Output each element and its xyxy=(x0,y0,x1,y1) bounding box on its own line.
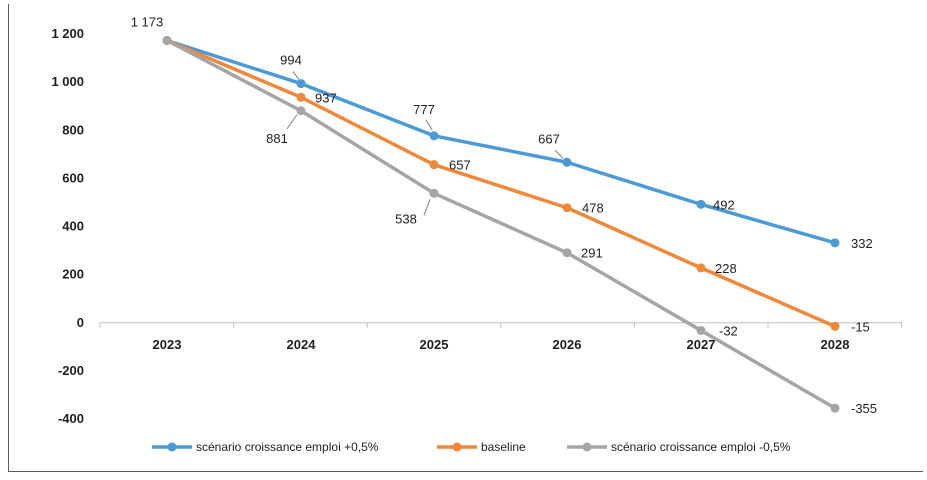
data-label: 1 173 xyxy=(131,14,164,29)
data-point xyxy=(296,79,306,89)
y-tick-label: 400 xyxy=(62,219,84,234)
leader-line xyxy=(423,199,431,216)
x-axis: 2023 2024 2025 2026 2027 2028 xyxy=(99,322,903,352)
data-point xyxy=(162,35,172,45)
x-tick-label: 2025 xyxy=(420,337,449,352)
data-point xyxy=(830,403,840,413)
data-label: 994 xyxy=(280,53,302,68)
legend-swatch-marker xyxy=(452,442,462,452)
legend-label: baseline xyxy=(481,440,526,454)
chart-frame xyxy=(8,4,923,472)
data-label: -355 xyxy=(851,401,877,416)
y-tick-label: 0 xyxy=(77,315,84,330)
y-tick-label: 800 xyxy=(62,122,84,137)
legend-swatch-marker xyxy=(167,442,177,452)
data-label: 332 xyxy=(851,236,873,251)
leader-line xyxy=(292,71,300,80)
x-tick-label: 2028 xyxy=(821,337,850,352)
data-label: 657 xyxy=(449,158,471,173)
data-point xyxy=(696,199,706,209)
series-line-3 xyxy=(166,38,836,410)
data-label: -15 xyxy=(851,319,870,334)
data-label: 937 xyxy=(315,90,337,105)
data-point xyxy=(562,157,572,167)
y-tick-label: 1 200 xyxy=(51,26,84,41)
y-axis-ticks: -400 -200 0 200 400 600 800 1 000 1 200 xyxy=(51,26,84,426)
data-label: 291 xyxy=(581,246,603,261)
y-tick-label: -200 xyxy=(58,363,84,378)
data-label: 881 xyxy=(266,131,288,146)
legend: scénario croissance emploi +0,5% baseline… xyxy=(152,440,791,454)
data-point xyxy=(296,92,306,102)
data-point xyxy=(696,325,706,335)
x-tick-label: 2024 xyxy=(287,337,317,352)
series-points xyxy=(162,35,840,413)
x-tick-label: 2023 xyxy=(153,337,182,352)
y-tick-label: 1 000 xyxy=(51,74,84,89)
legend-label: scénario croissance emploi -0,5% xyxy=(611,440,791,454)
data-label: 777 xyxy=(413,102,435,117)
legend-swatch-marker xyxy=(582,442,592,452)
y-tick-label: -400 xyxy=(58,411,84,426)
leader-line xyxy=(554,149,564,159)
x-tick-label: 2027 xyxy=(687,337,716,352)
series-line-2 xyxy=(166,38,836,328)
data-point xyxy=(296,106,306,116)
data-point xyxy=(696,263,706,273)
leader-line xyxy=(286,114,298,130)
data-point xyxy=(429,188,439,198)
x-tick-label: 2026 xyxy=(553,337,582,352)
data-label: 667 xyxy=(538,131,560,146)
data-label: 228 xyxy=(715,261,737,276)
y-tick-label: 600 xyxy=(62,170,84,185)
legend-label: scénario croissance emploi +0,5% xyxy=(196,440,379,454)
data-point xyxy=(830,321,840,331)
data-label: -32 xyxy=(719,323,738,338)
leader-line xyxy=(425,119,433,131)
data-label: 538 xyxy=(395,211,417,226)
data-point xyxy=(429,131,439,141)
data-label: 492 xyxy=(713,197,735,212)
data-label: 478 xyxy=(582,201,604,216)
data-point xyxy=(830,238,840,248)
data-point xyxy=(562,203,572,213)
label-leader-lines xyxy=(286,71,564,216)
data-point xyxy=(562,248,572,258)
y-tick-label: 200 xyxy=(62,267,84,282)
data-labels: 1 173 994 777 667 492 332 937 657 478 228 -15 881 53… xyxy=(131,14,877,416)
series-line-1 xyxy=(166,38,836,245)
series-lines xyxy=(166,38,836,410)
data-point xyxy=(429,160,439,170)
